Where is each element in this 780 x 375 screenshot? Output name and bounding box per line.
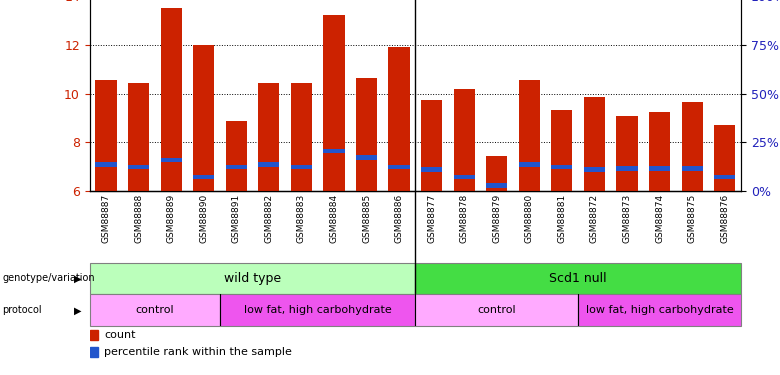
Text: control: control	[477, 305, 516, 315]
Bar	[161, 158, 182, 162]
Bar	[388, 48, 410, 191]
Bar	[95, 162, 116, 167]
Bar	[220, 294, 415, 326]
Bar	[682, 102, 703, 191]
Bar	[128, 83, 149, 191]
Bar	[291, 165, 312, 169]
Bar	[714, 175, 736, 179]
Text: protocol: protocol	[2, 305, 42, 315]
Text: GSM88887: GSM88887	[101, 194, 111, 243]
Text: GSM88882: GSM88882	[264, 194, 273, 243]
Bar	[258, 162, 279, 167]
Text: ▶: ▶	[74, 273, 82, 284]
Text: count: count	[105, 330, 136, 340]
Bar	[454, 89, 475, 191]
Bar	[551, 110, 573, 191]
Bar	[356, 155, 377, 160]
Bar	[486, 156, 507, 191]
Text: ▶: ▶	[74, 305, 82, 315]
Bar	[90, 262, 415, 294]
Bar	[584, 98, 605, 191]
Text: GSM88891: GSM88891	[232, 194, 241, 243]
Text: GSM88872: GSM88872	[590, 194, 599, 243]
Bar	[415, 294, 578, 326]
Text: GSM88874: GSM88874	[655, 194, 664, 243]
Text: Scd1 null: Scd1 null	[549, 272, 607, 285]
Bar	[95, 80, 116, 191]
Bar	[616, 116, 637, 191]
Bar	[421, 100, 442, 191]
Text: GSM88877: GSM88877	[427, 194, 436, 243]
Text: wild type: wild type	[224, 272, 281, 285]
Bar	[258, 83, 279, 191]
Bar	[551, 165, 573, 169]
Text: GSM88886: GSM88886	[395, 194, 403, 243]
Bar	[584, 167, 605, 172]
Bar	[324, 149, 345, 153]
Bar	[519, 80, 540, 191]
Text: GSM88885: GSM88885	[362, 194, 371, 243]
Text: GSM88880: GSM88880	[525, 194, 534, 243]
Bar	[649, 166, 670, 171]
Bar	[578, 294, 741, 326]
Text: genotype/variation: genotype/variation	[2, 273, 95, 284]
Bar	[161, 9, 182, 191]
Bar	[90, 347, 98, 357]
Text: GSM88890: GSM88890	[199, 194, 208, 243]
Text: GSM88873: GSM88873	[622, 194, 632, 243]
Text: GSM88883: GSM88883	[297, 194, 306, 243]
Text: GSM88878: GSM88878	[459, 194, 469, 243]
Text: GSM88876: GSM88876	[720, 194, 729, 243]
Bar	[388, 165, 410, 169]
Text: percentile rank within the sample: percentile rank within the sample	[105, 347, 292, 357]
Bar	[616, 166, 637, 171]
Bar	[649, 112, 670, 191]
Bar	[225, 165, 246, 169]
Text: GSM88881: GSM88881	[558, 194, 566, 243]
Bar	[454, 175, 475, 179]
Bar	[128, 165, 149, 169]
Bar	[193, 45, 215, 191]
Bar	[714, 125, 736, 191]
Bar	[193, 175, 215, 179]
Text: GSM88884: GSM88884	[329, 194, 339, 243]
Bar	[291, 83, 312, 191]
Bar	[356, 78, 377, 191]
Bar	[486, 183, 507, 188]
Bar	[324, 15, 345, 191]
Bar	[90, 330, 98, 340]
Text: GSM88888: GSM88888	[134, 194, 143, 243]
Text: low fat, high carbohydrate: low fat, high carbohydrate	[244, 305, 392, 315]
Bar	[90, 294, 220, 326]
Text: GSM88889: GSM88889	[167, 194, 176, 243]
Bar	[682, 166, 703, 171]
Bar	[225, 120, 246, 191]
Bar	[421, 167, 442, 172]
Text: low fat, high carbohydrate: low fat, high carbohydrate	[586, 305, 733, 315]
Text: GSM88875: GSM88875	[688, 194, 697, 243]
Text: GSM88879: GSM88879	[492, 194, 502, 243]
Bar	[415, 262, 741, 294]
Text: control: control	[136, 305, 174, 315]
Bar	[519, 162, 540, 167]
